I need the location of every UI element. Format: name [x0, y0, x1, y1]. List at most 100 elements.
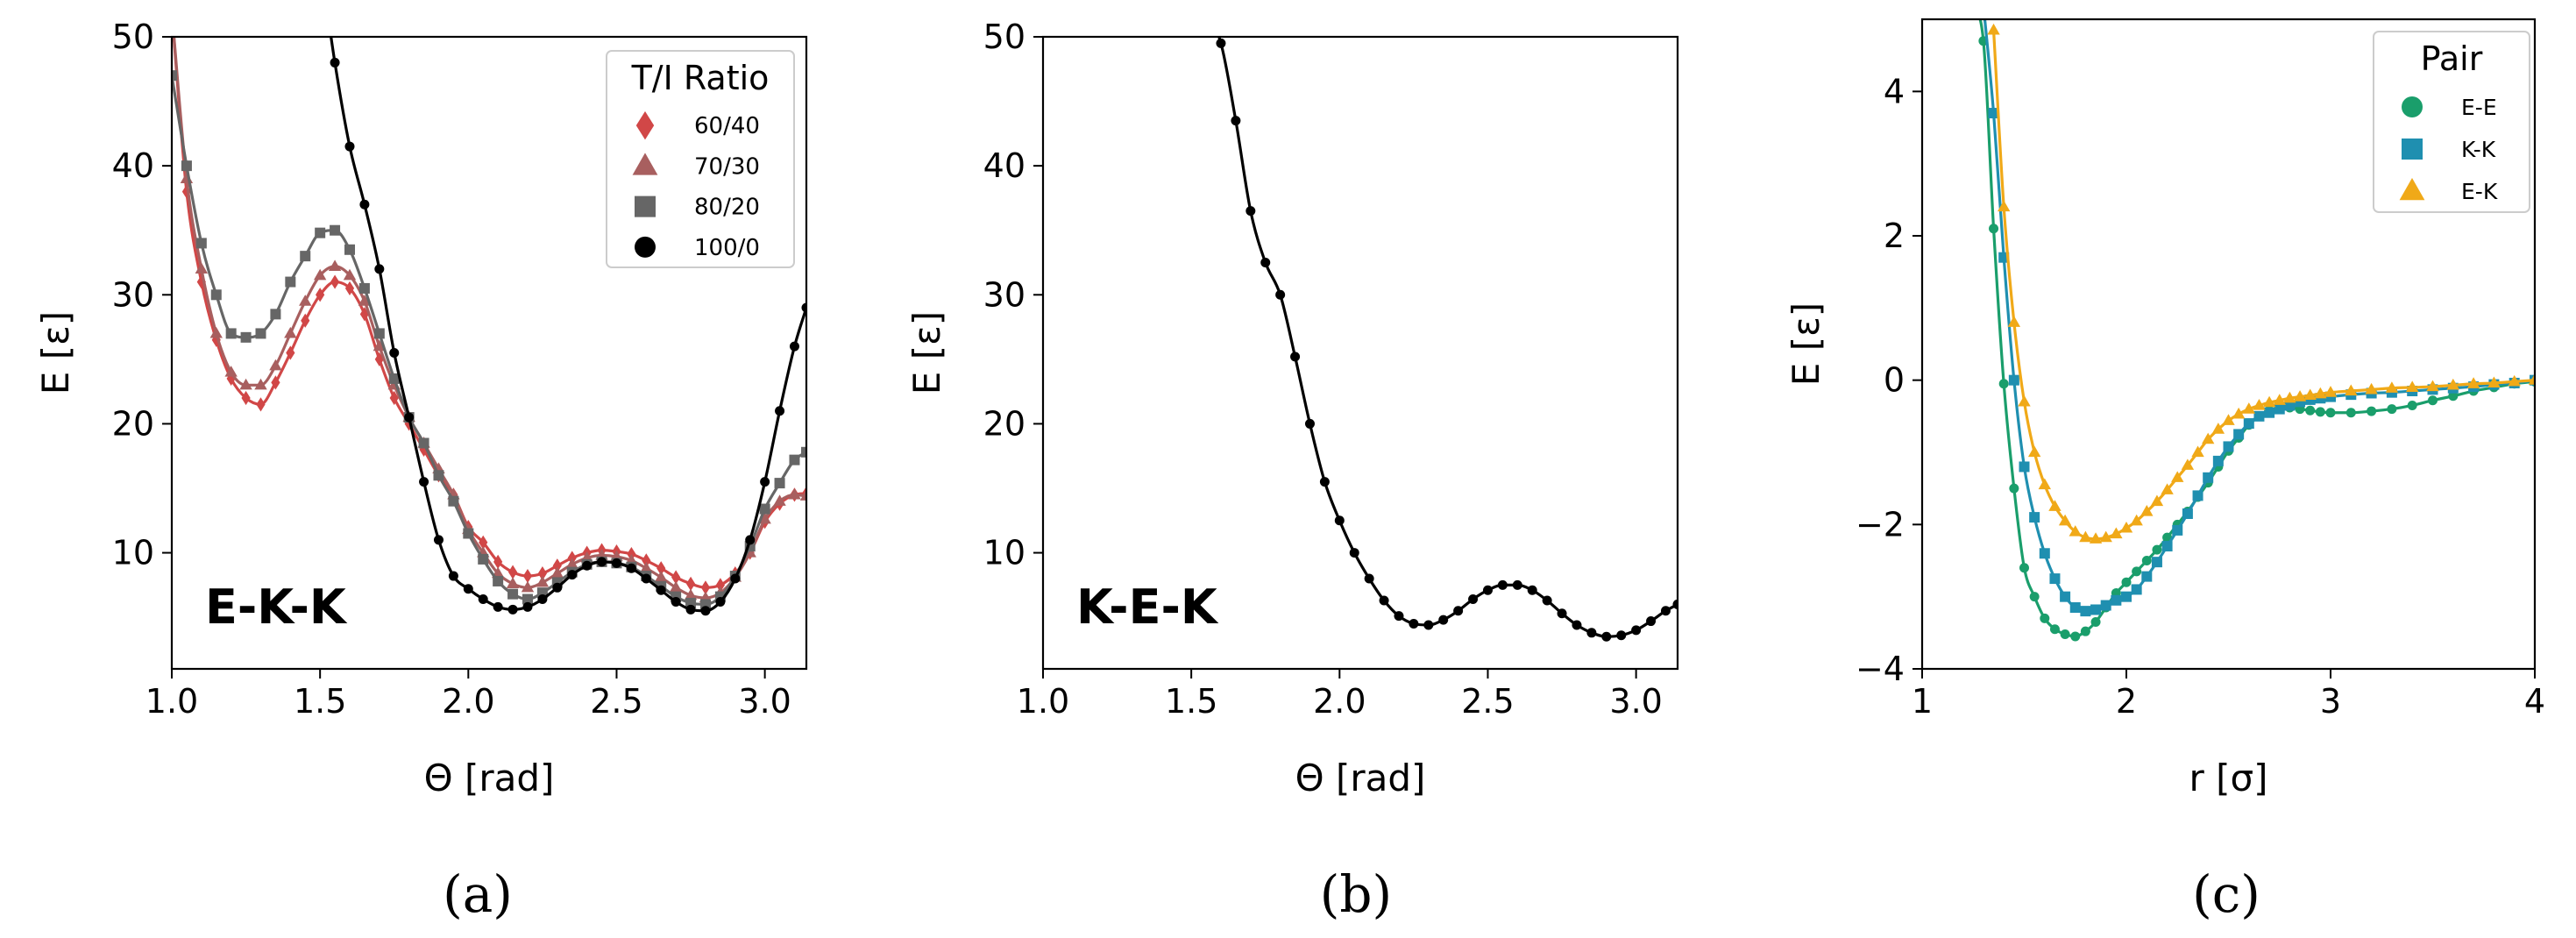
data-point-s1-4 [224, 366, 238, 377]
data-point-s2-17 [2161, 483, 2174, 494]
data-point-s0-13 [359, 307, 370, 322]
data-point-s0-27 [1601, 631, 1612, 642]
series-line-0 [1217, 37, 1678, 638]
data-point-s0-37 [715, 578, 725, 593]
data-point-s2-15 [2140, 505, 2154, 516]
data-point-s0-26 [1586, 628, 1597, 638]
data-point-s2-26 [2253, 398, 2266, 410]
data-point-s1-18 [2161, 541, 2173, 552]
data-point-s3-31 [775, 406, 785, 416]
plot-area [166, 4, 806, 616]
data-point-s2-12 [2110, 527, 2123, 539]
x-tick-label: 2.5 [590, 682, 642, 721]
data-point-s0-5 [1275, 289, 1286, 300]
data-point-s3-26 [700, 606, 711, 616]
data-point-s3-24 [671, 596, 681, 607]
data-point-s2-42 [2508, 374, 2521, 387]
data-point-s0-36 [700, 580, 711, 595]
data-point-s2-33 [2324, 386, 2338, 397]
data-point-s1-25 [536, 575, 550, 587]
data-point-s0-18 [1468, 594, 1479, 605]
y-tick-label: 50 [983, 18, 1025, 56]
data-point-s2-19 [448, 495, 459, 507]
data-point-s0-15 [1423, 620, 1434, 630]
data-point-s3-15 [537, 594, 548, 605]
data-point-s1-24 [2223, 441, 2234, 452]
data-point-s0-14 [374, 352, 384, 366]
data-point-s1-1 [1988, 108, 1999, 119]
legend-label: 100/0 [694, 235, 760, 261]
data-point-s0-15 [389, 390, 399, 406]
data-point-s0-17 [1453, 606, 1464, 616]
data-point-s0-17 [419, 442, 429, 457]
data-point-s3-27 [715, 596, 726, 607]
data-point-s1-0 [166, 4, 178, 16]
data-point-s2-35 [2365, 382, 2378, 394]
data-point-s2-19 [2181, 458, 2195, 470]
legend-marker-2 [2399, 178, 2425, 201]
data-point-s1-22 [2203, 472, 2214, 483]
data-point-s1-10 [313, 268, 327, 281]
data-point-s0-15 [2121, 577, 2132, 587]
legend: T/I Ratio 60/40 70/30 80/20 100/0 [606, 50, 795, 268]
axes-frame [1041, 35, 1679, 671]
data-point-s2-1 [1998, 200, 2011, 212]
y-tick-label: 30 [112, 275, 154, 314]
legend-label: E-K [2461, 179, 2498, 204]
data-point-s3-9 [448, 571, 458, 581]
data-point-s2-2 [195, 238, 207, 249]
legend-marker-1 [2402, 139, 2423, 160]
data-point-s1-43 [799, 489, 806, 501]
y-tick-label: 20 [983, 404, 1025, 443]
data-point-s2-30 [2293, 390, 2307, 401]
data-point-s1-15 [2131, 584, 2142, 595]
legend-box [2373, 31, 2530, 213]
data-point-s2-7 [2058, 514, 2072, 526]
y-tick-label: 20 [112, 404, 154, 443]
data-point-s1-34 [669, 580, 683, 593]
y-tick-label: 10 [112, 534, 154, 572]
data-point-s1-27 [565, 558, 578, 569]
data-point-s0-7 [2040, 613, 2050, 623]
data-point-s0-16 [2132, 566, 2142, 577]
legend-marker-0 [2402, 96, 2423, 117]
legend-label: 80/20 [694, 195, 760, 221]
data-point-s2-3 [210, 289, 222, 301]
panel-b: 1.0 1.5 2.0 2.5 3.0 10 20 30 40 50 Θ [rad] E [ε] K-E… [905, 18, 1679, 924]
data-point-s0-9 [301, 313, 310, 328]
data-point-s0-12 [2090, 616, 2101, 627]
data-point-s3-5 [389, 348, 400, 358]
panel-letter: (c) [2192, 864, 2260, 924]
data-point-s0-20 [1497, 579, 1508, 590]
data-point-s2-32 [2314, 387, 2327, 399]
data-point-s0-12 [1379, 595, 1389, 606]
data-point-s1-10 [2080, 606, 2091, 617]
data-point-s2-34 [2345, 384, 2358, 396]
data-point-s0-4 [1260, 258, 1271, 267]
data-point-s1-35 [684, 588, 698, 600]
data-point-s2-24 [2232, 407, 2246, 419]
data-point-s0-11 [330, 274, 340, 289]
x-tick-label: 3.0 [1609, 682, 1662, 721]
data-point-s0-2 [1989, 224, 1999, 234]
x-tick-label: 2 [2116, 682, 2137, 721]
data-point-s1-7 [269, 359, 282, 371]
legend-label: E-E [2461, 95, 2497, 120]
legend-title: T/I Ratio [631, 59, 770, 97]
data-point-s0-34 [2315, 407, 2325, 417]
panel-c: 1 2 3 4 −4 −2 0 2 4 r [σ] E [ε] (c) Pair E-E K-K E-K [1785, 0, 2545, 924]
data-point-s2-18 [2171, 471, 2184, 482]
data-point-s1-17 [2151, 557, 2162, 568]
legend-marker-2 [635, 195, 656, 217]
legend-label: K-K [2461, 137, 2496, 162]
data-point-s0-22 [493, 554, 503, 569]
data-point-s0-0 [1969, 0, 1978, 10]
data-point-s3-29 [745, 535, 756, 545]
data-point-s1-5 [239, 378, 252, 390]
data-point-s0-23 [507, 565, 518, 579]
data-point-s0-22 [1527, 585, 1537, 595]
data-point-s2-37 [2406, 380, 2419, 392]
data-point-s3-25 [685, 604, 696, 615]
data-point-s0-28 [1616, 630, 1627, 641]
